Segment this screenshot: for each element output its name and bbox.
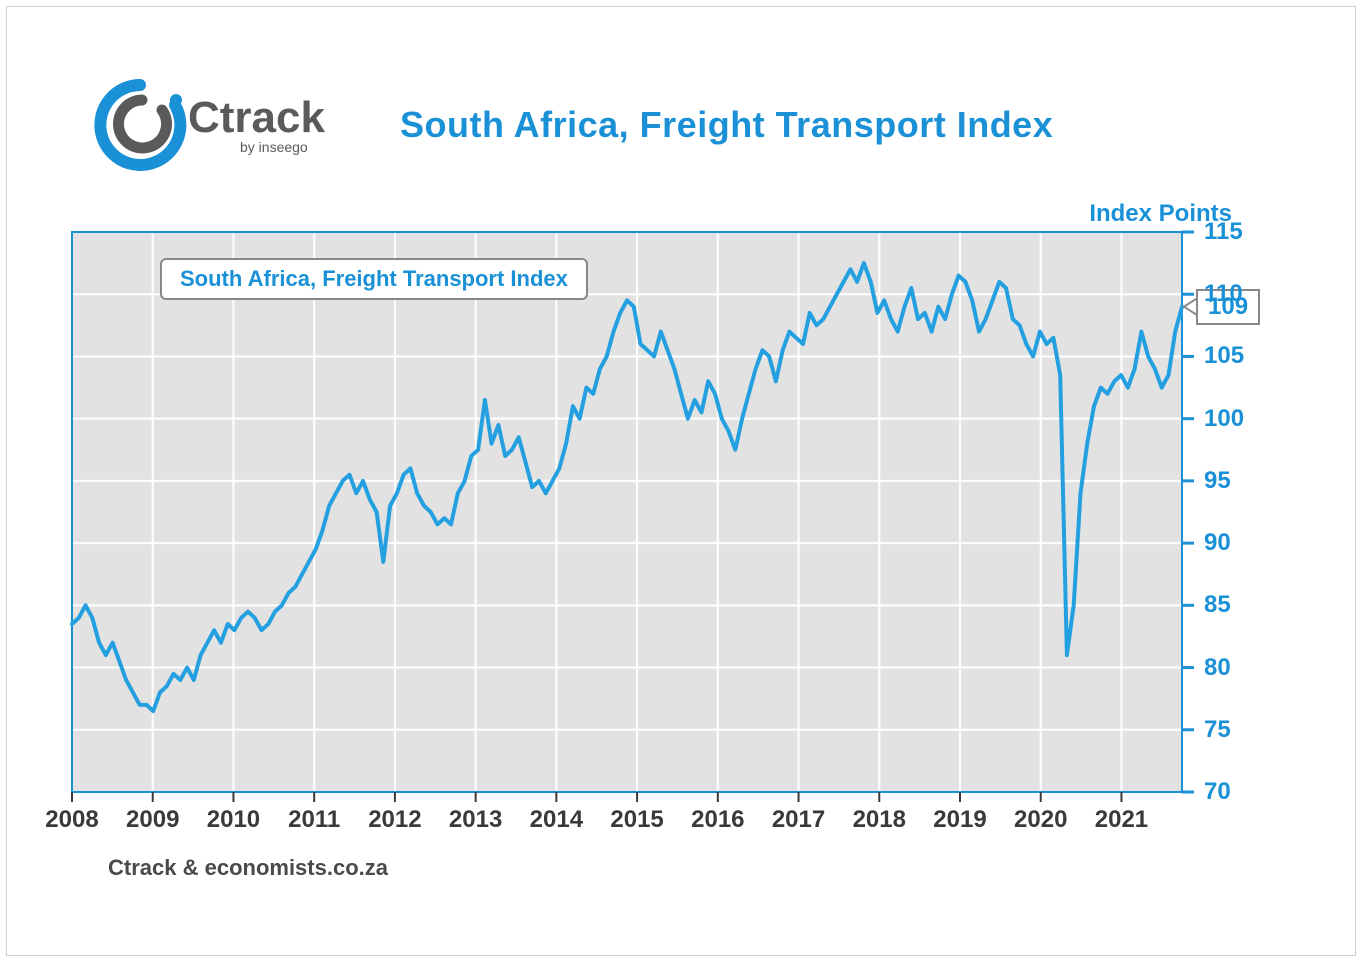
y-tick-label: 90 bbox=[1204, 529, 1231, 557]
x-tick-label: 2008 bbox=[45, 806, 98, 834]
y-tick-label: 70 bbox=[1204, 778, 1231, 806]
x-tick-label: 2014 bbox=[530, 806, 583, 834]
legend-label: South Africa, Freight Transport Index bbox=[180, 266, 568, 291]
y-tick-label: 85 bbox=[1204, 591, 1231, 619]
x-tick-label: 2013 bbox=[449, 806, 502, 834]
y-tick-label: 75 bbox=[1204, 716, 1231, 744]
x-tick-label: 2015 bbox=[610, 806, 663, 834]
x-tick-label: 2009 bbox=[126, 806, 179, 834]
y-tick-label: 80 bbox=[1204, 654, 1231, 682]
page-root: Ctrack by inseego South Africa, Freight … bbox=[0, 0, 1362, 962]
x-tick-label: 2011 bbox=[288, 806, 340, 834]
x-tick-label: 2010 bbox=[207, 806, 260, 834]
y-tick-label: 110 bbox=[1204, 280, 1243, 308]
x-tick-label: 2018 bbox=[853, 806, 906, 834]
x-tick-label: 2016 bbox=[691, 806, 744, 834]
legend: South Africa, Freight Transport Index bbox=[160, 258, 588, 300]
x-tick-label: 2021 bbox=[1095, 806, 1148, 834]
y-tick-label: 95 bbox=[1204, 467, 1231, 495]
x-tick-label: 2012 bbox=[368, 806, 421, 834]
source-text: Ctrack & economists.co.za bbox=[108, 855, 388, 881]
x-tick-label: 2017 bbox=[772, 806, 825, 834]
y-tick-label: 105 bbox=[1204, 342, 1244, 370]
y-tick-label: 115 bbox=[1204, 218, 1243, 246]
x-tick-label: 2019 bbox=[933, 806, 986, 834]
y-tick-label: 100 bbox=[1204, 405, 1244, 433]
x-tick-label: 2020 bbox=[1014, 806, 1067, 834]
